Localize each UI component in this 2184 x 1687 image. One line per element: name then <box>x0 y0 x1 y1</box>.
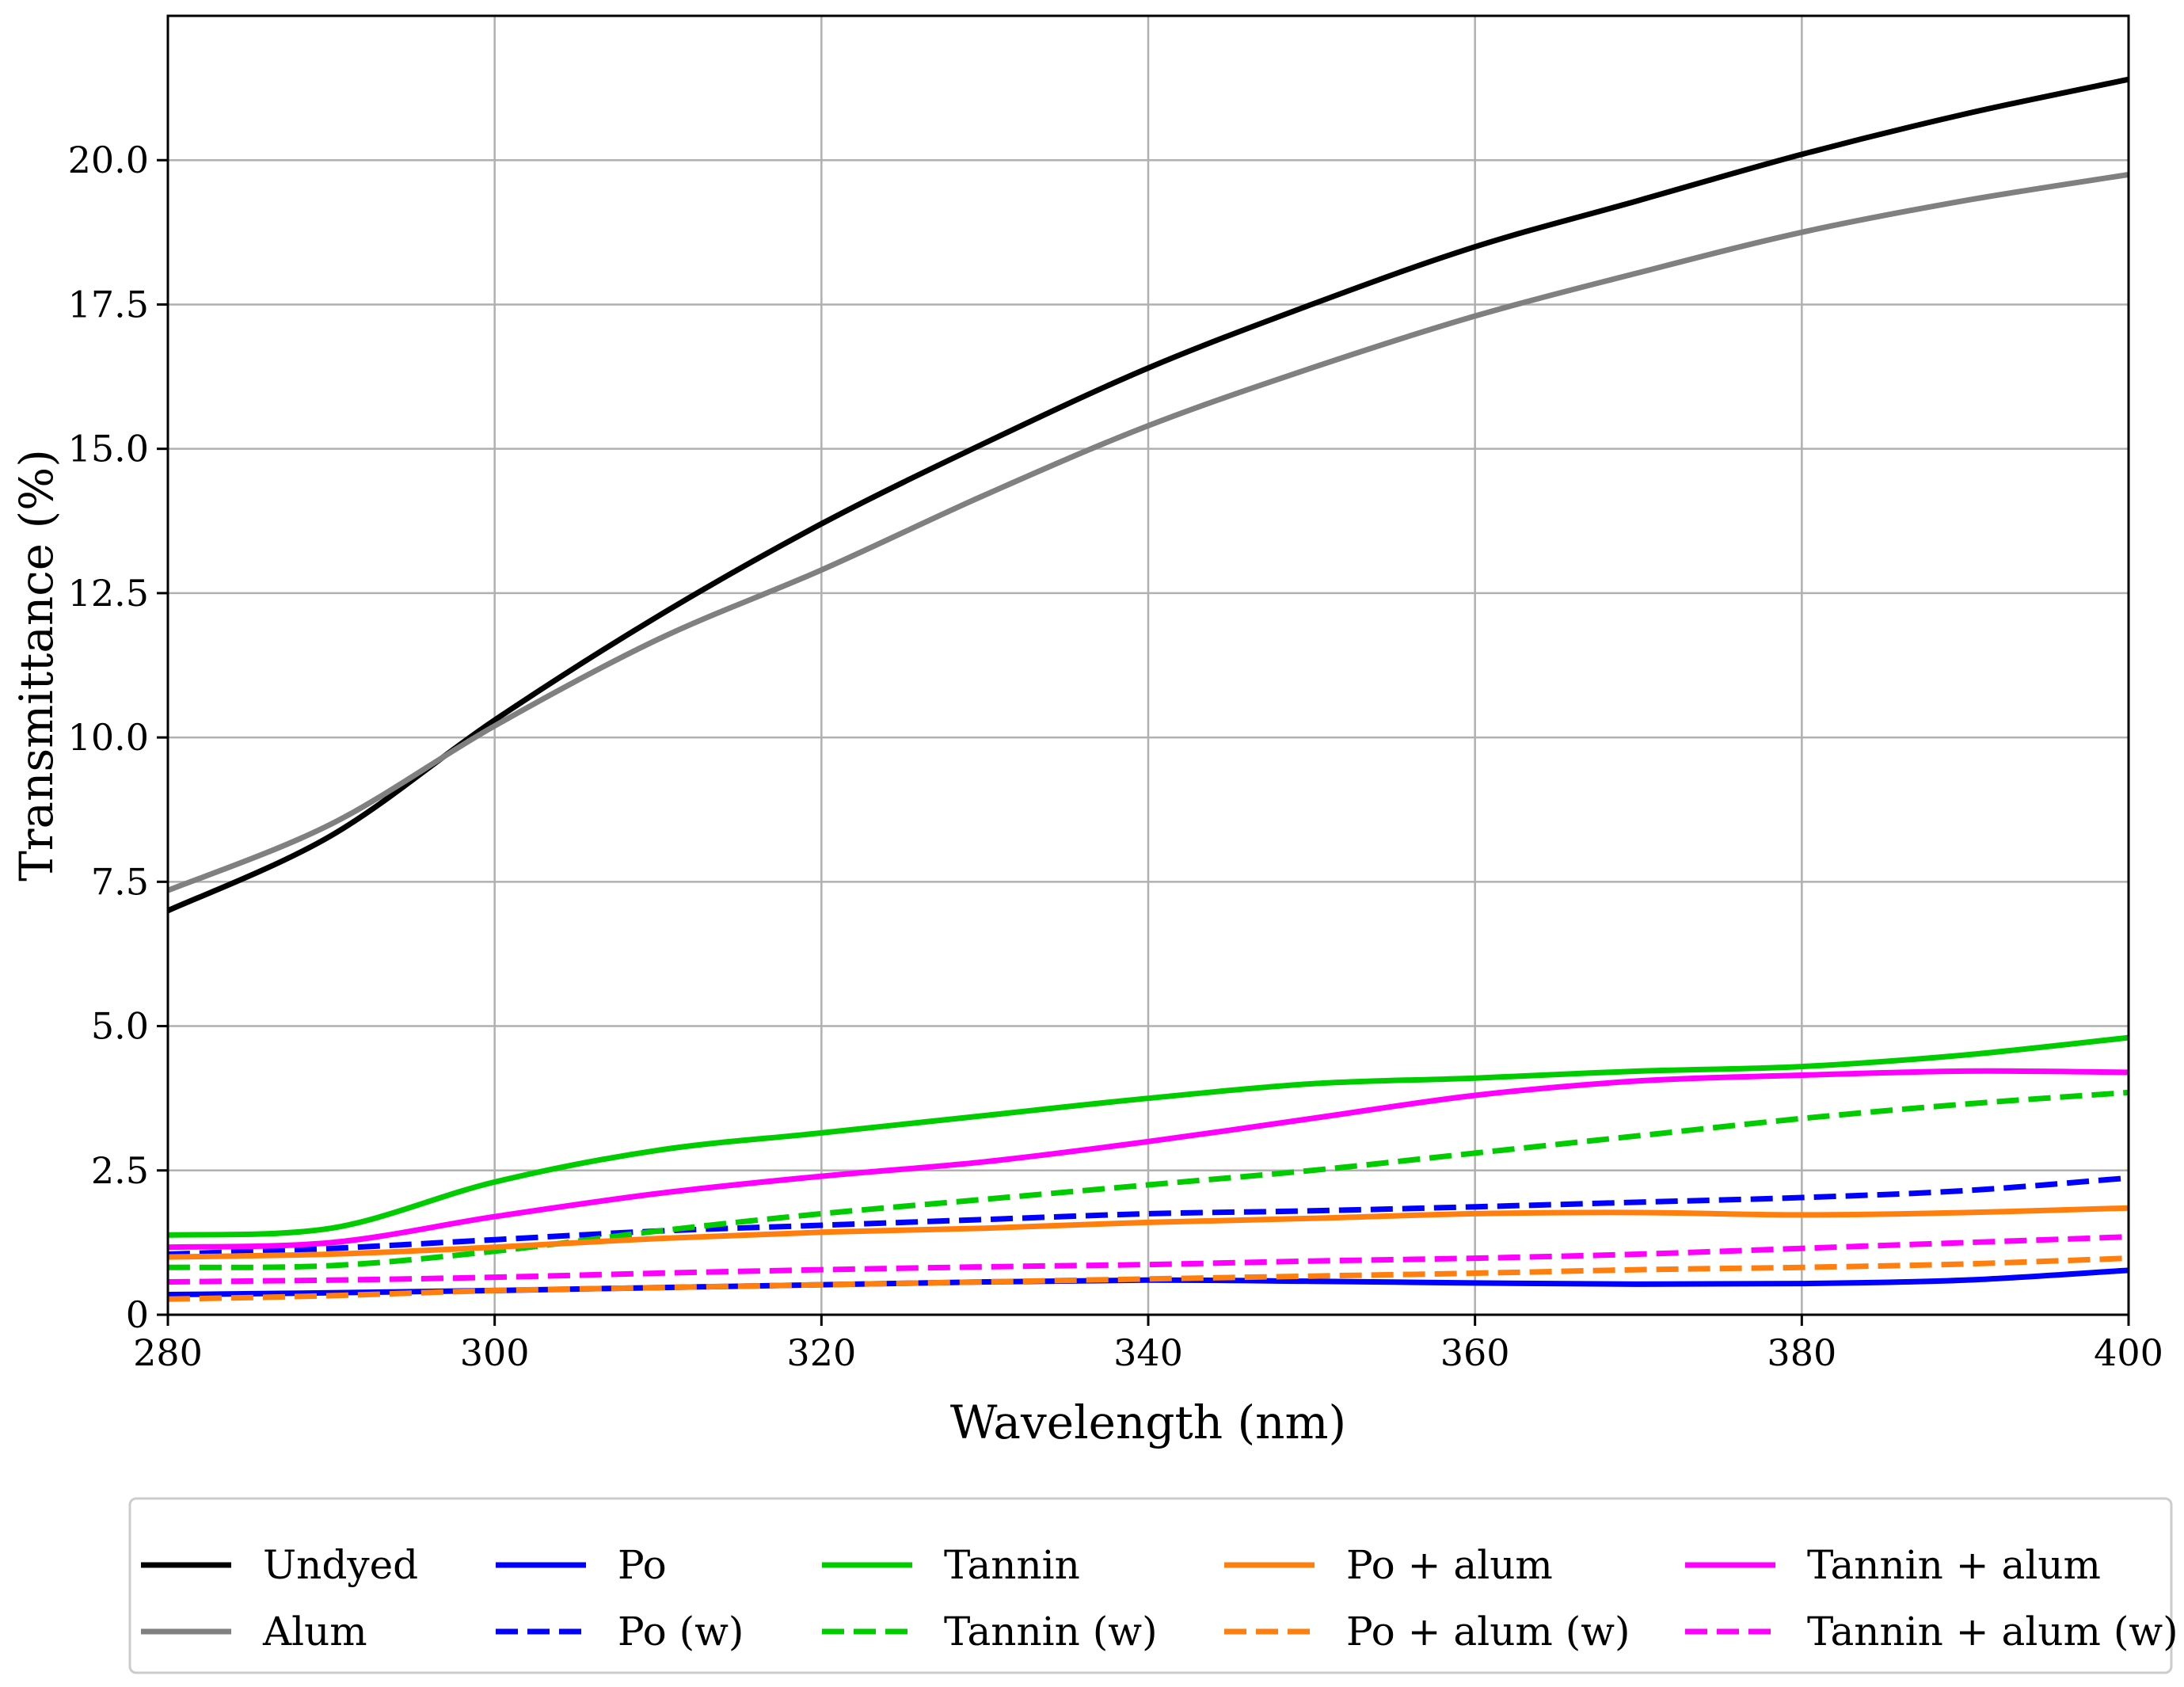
y-tick-label: 7.5 <box>91 860 149 903</box>
x-tick-label: 320 <box>786 1331 856 1374</box>
legend-label: Tannin <box>944 1542 1080 1588</box>
series-line-po-w <box>167 1175 2129 1257</box>
series-line-undyed <box>166 76 2129 913</box>
legend-label: Alum <box>262 1609 367 1655</box>
legend-label: Po + alum (w) <box>1346 1609 1630 1655</box>
x-tick-label: 400 <box>2094 1331 2163 1374</box>
series-line-tannin-alum <box>167 1068 2129 1251</box>
x-tick-label: 300 <box>460 1331 530 1374</box>
y-axis-label: Transmittance (%) <box>10 449 63 882</box>
axis-ticks: 280 300 320 340 360 380 400 0 2.5 5.0 7.5 10.0 12.5 1… <box>68 139 2163 1374</box>
series-line-alum <box>166 171 2129 893</box>
y-tick-label: 20.0 <box>68 139 149 181</box>
y-tick-label: 10.0 <box>68 716 149 759</box>
legend-box <box>128 1497 2173 1674</box>
series-line-po-alum-w <box>167 1255 2129 1302</box>
y-tick-label: 2.5 <box>91 1149 149 1192</box>
x-tick-label: 380 <box>1767 1331 1836 1374</box>
y-tick-label: 15.0 <box>68 428 149 470</box>
x-tick-label: 360 <box>1440 1331 1510 1374</box>
legend: Undyed Alum Po Po (w) Tannin Tannin (w) Po + a… <box>128 1497 2178 1674</box>
legend-label: Tannin + alum (w) <box>1807 1609 2178 1655</box>
x-axis-label: Wavelength (nm) <box>950 1396 1346 1449</box>
series-line-tannin <box>167 1034 2129 1238</box>
legend-label: Undyed <box>263 1542 418 1588</box>
legend-label: Tannin + alum <box>1807 1542 2101 1588</box>
series-line-po-alum <box>167 1205 2129 1260</box>
grid <box>166 16 2130 1316</box>
x-tick-label: 340 <box>1113 1331 1183 1374</box>
series-line-tannin-w <box>167 1089 2129 1270</box>
x-tick-label: 280 <box>133 1331 203 1374</box>
y-tick-label: 5.0 <box>91 1005 149 1048</box>
legend-label: Po (w) <box>618 1609 744 1655</box>
legend-label: Tannin (w) <box>944 1609 1158 1655</box>
legend-label: Po + alum <box>1346 1542 1553 1588</box>
y-tick-label: 17.5 <box>68 283 149 326</box>
y-tick-label: 0 <box>126 1293 149 1336</box>
y-tick-label: 12.5 <box>68 572 149 615</box>
legend-label: Po <box>618 1542 667 1588</box>
series-lines <box>166 76 2129 1302</box>
series-line-tannin-alum-w <box>167 1234 2129 1285</box>
